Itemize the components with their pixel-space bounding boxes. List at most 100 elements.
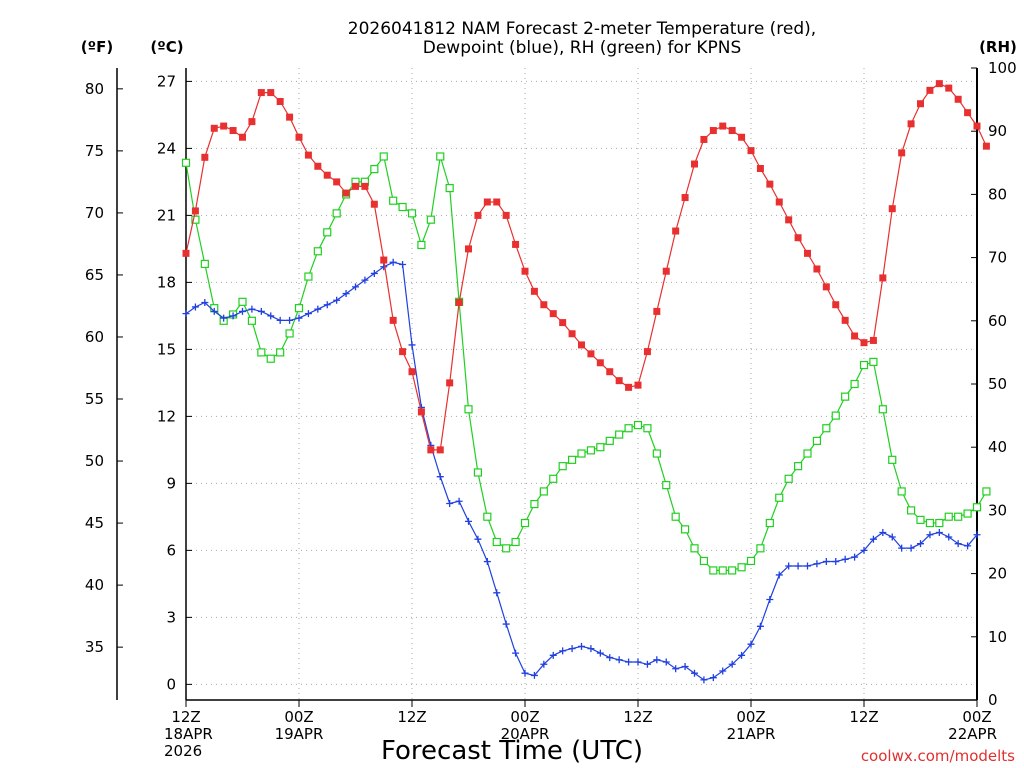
temperature-point — [220, 122, 228, 130]
temperature-point — [719, 122, 727, 130]
rh-tick-label: 30 — [988, 501, 1007, 519]
dewpoint-point — [578, 642, 585, 650]
dewpoint-point — [738, 651, 746, 659]
rh-point — [775, 493, 784, 502]
dewpoint-point — [267, 312, 275, 320]
celsius-tick-label: 15 — [157, 340, 176, 358]
rh-point — [285, 329, 294, 338]
rh-point — [417, 240, 426, 250]
rh-point — [313, 247, 322, 256]
time-tick-label: 12Z — [397, 708, 426, 726]
temperature-point — [822, 283, 830, 291]
fahrenheit-tick-label: 35 — [85, 638, 104, 656]
dewpoint-point — [465, 517, 472, 525]
dewpoint-point — [728, 660, 736, 668]
temperature-point — [521, 267, 529, 275]
dewpoint-point — [342, 290, 350, 298]
fahrenheit-tick-label: 60 — [85, 328, 104, 346]
dewpoint-point — [210, 307, 218, 315]
dewpoint-point — [436, 473, 444, 481]
x-axis-title: Forecast Time (UTC) — [381, 736, 643, 766]
temperature-point — [559, 319, 567, 327]
temperature-point — [860, 339, 868, 347]
rh-point — [765, 518, 774, 528]
rh-point — [398, 202, 407, 212]
rh-point — [850, 379, 859, 389]
rh-point — [407, 209, 417, 218]
temperature-point — [907, 120, 915, 128]
temperature-point — [954, 95, 962, 103]
temperature-point — [389, 316, 397, 324]
rh-tick-label: 80 — [988, 185, 1007, 203]
celsius-tick-label: 3 — [166, 608, 176, 626]
temperature-point — [738, 133, 746, 141]
dewpoint-point — [869, 535, 877, 543]
celsius-axis: 0 3 6 9 12 15 18 21 24 27 — [157, 72, 192, 693]
temperature-point — [634, 381, 642, 389]
dewpoint-point — [239, 307, 246, 315]
rh-point — [897, 487, 906, 496]
temperature-point — [465, 245, 472, 253]
rh-point — [294, 304, 304, 313]
celsius-tick-label: 27 — [157, 72, 176, 90]
dewpoint-point — [295, 314, 303, 322]
rh-tick-label: 70 — [988, 249, 1007, 267]
rh-point — [492, 537, 501, 547]
temperature-point — [888, 205, 896, 213]
rh-axis: 0 10 20 30 40 50 60 70 80 90 100 — [971, 59, 1017, 709]
celsius-unit-label: (ºC) — [150, 38, 183, 56]
temperature-point — [935, 80, 943, 88]
dewpoint-point — [286, 316, 294, 324]
dewpoint-point — [201, 298, 209, 306]
dewpoint-point — [512, 649, 520, 657]
dewpoint-point — [304, 310, 312, 318]
temperature-point — [276, 97, 284, 105]
rh-point — [473, 468, 483, 477]
temperature-point — [483, 198, 491, 206]
dewpoint-point — [785, 562, 793, 570]
dewpoint-point — [625, 658, 633, 666]
dewpoint-point — [540, 660, 548, 668]
rh-point — [756, 544, 765, 553]
celsius-tick-label: 12 — [157, 407, 176, 425]
dewpoint-point — [559, 647, 567, 655]
time-tick-label: 00Z — [962, 708, 991, 726]
rh-point — [737, 563, 746, 572]
rh-point — [709, 566, 718, 575]
dewpoint-point — [248, 305, 256, 313]
temperature-point — [775, 198, 783, 206]
temperature-point — [813, 265, 821, 273]
rh-point — [812, 436, 822, 445]
rh-point — [869, 357, 878, 366]
rh-point — [690, 544, 699, 553]
rh-point — [935, 518, 944, 528]
rh-point — [859, 360, 869, 370]
temperature-point — [596, 359, 604, 367]
rh-point — [822, 424, 831, 433]
dewpoint-point — [888, 533, 896, 541]
rh-point — [276, 348, 285, 357]
dewpoint-point — [898, 544, 906, 552]
dewpoint-point — [229, 312, 237, 320]
temperature-point — [267, 89, 275, 97]
dewpoint-point — [700, 676, 708, 684]
dewpoint-point — [634, 658, 642, 666]
temperature-point — [352, 182, 359, 190]
dewpoint-point — [822, 558, 830, 566]
temperature-point — [191, 207, 199, 215]
temperature-point — [917, 100, 924, 108]
rh-point — [605, 436, 614, 445]
dewpoint-point — [935, 529, 943, 537]
temperature-point — [210, 124, 218, 132]
temperature-point — [417, 408, 425, 416]
temperature-point — [295, 133, 303, 141]
rh-point — [596, 443, 605, 452]
rh-point — [643, 424, 652, 433]
temperature-point — [408, 368, 416, 376]
rh-point — [963, 509, 972, 518]
dewpoint-point — [446, 499, 454, 507]
fahrenheit-axis: 35 40 45 50 55 60 65 70 75 80 — [85, 80, 123, 656]
temperature-point — [578, 341, 585, 349]
rh-point — [982, 487, 991, 496]
time-tick-label: 19APR — [275, 725, 324, 743]
